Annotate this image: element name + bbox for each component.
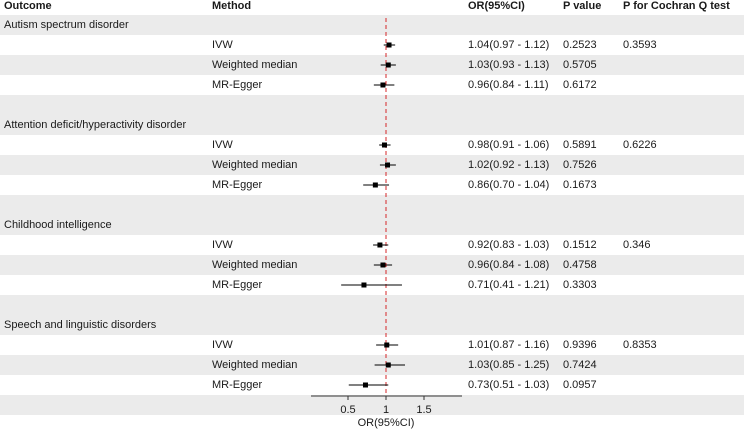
spacer-band — [0, 95, 744, 115]
point-estimate — [361, 282, 367, 288]
point-estimate — [362, 382, 368, 388]
method-label: MR-Egger — [212, 279, 263, 291]
cochran-q-p-value: 0.3593 — [623, 39, 657, 51]
point-estimate — [384, 342, 390, 348]
group-band — [0, 15, 744, 35]
p-value: 0.6172 — [563, 79, 597, 91]
spacer-band — [0, 295, 744, 315]
cochran-q-p-value: 0.8353 — [623, 339, 657, 351]
row-band — [0, 355, 744, 375]
point-estimate — [386, 42, 392, 48]
method-label: Weighted median — [212, 359, 298, 371]
row-band — [0, 255, 744, 275]
or-ci-value: 0.86(0.70 - 1.04) — [468, 179, 550, 191]
group-band — [0, 115, 744, 135]
p-value: 0.3303 — [563, 279, 597, 291]
p-value: 0.1512 — [563, 239, 597, 251]
group-band — [0, 315, 744, 335]
x-tick-label: 0.5 — [340, 404, 355, 416]
or-ci-value: 1.03(0.93 - 1.13) — [468, 59, 550, 71]
method-label: IVW — [212, 39, 233, 51]
row-band — [0, 155, 744, 175]
point-estimate — [385, 62, 391, 68]
row-band — [0, 55, 744, 75]
p-value: 0.5891 — [563, 139, 597, 151]
method-label: Weighted median — [212, 159, 298, 171]
p-value: 0.0957 — [563, 379, 597, 391]
x-tick-label: 1 — [383, 404, 389, 416]
p-value: 0.9396 — [563, 339, 597, 351]
or-ci-value: 0.92(0.83 - 1.03) — [468, 239, 550, 251]
method-label: IVW — [212, 339, 233, 351]
p-value: 0.1673 — [563, 179, 597, 191]
point-estimate — [385, 162, 391, 168]
cochran-q-p-value: 0.346 — [623, 239, 651, 251]
outcome-label: Speech and linguistic disorders — [4, 319, 157, 331]
outcome-label: Childhood intelligence — [4, 219, 112, 231]
header-or: OR(95%CI) — [468, 0, 525, 12]
cochran-q-p-value: 0.6226 — [623, 139, 657, 151]
outcome-label: Attention deficit/hyperactivity disorder — [4, 119, 187, 131]
x-axis-label: OR(95%CI) — [358, 417, 415, 429]
point-estimate — [381, 142, 387, 148]
or-ci-value: 0.73(0.51 - 1.03) — [468, 379, 550, 391]
or-ci-value: 1.03(0.85 - 1.25) — [468, 359, 550, 371]
spacer-band — [0, 395, 744, 415]
or-ci-value: 1.04(0.97 - 1.12) — [468, 39, 550, 51]
or-ci-value: 0.96(0.84 - 1.11) — [468, 79, 549, 91]
method-label: MR-Egger — [212, 179, 263, 191]
or-ci-value: 1.02(0.92 - 1.13) — [468, 159, 550, 171]
outcome-label: Autism spectrum disorder — [4, 19, 129, 31]
point-estimate — [377, 242, 383, 248]
point-estimate — [372, 182, 378, 188]
header-cochran-q: P for Cochran Q test — [623, 0, 730, 12]
method-label: Weighted median — [212, 259, 298, 271]
header-p-value: P value — [563, 0, 602, 12]
p-value: 0.7526 — [563, 159, 597, 171]
p-value: 0.2523 — [563, 39, 597, 51]
x-tick-label: 1.5 — [416, 404, 431, 416]
group-band — [0, 215, 744, 235]
or-ci-value: 0.98(0.91 - 1.06) — [468, 139, 550, 151]
or-ci-value: 0.71(0.41 - 1.21) — [468, 279, 550, 291]
method-label: MR-Egger — [212, 379, 263, 391]
p-value: 0.5705 — [563, 59, 597, 71]
method-label: IVW — [212, 139, 233, 151]
or-ci-value: 0.96(0.84 - 1.08) — [468, 259, 550, 271]
point-estimate — [380, 82, 386, 88]
header-outcome: Outcome — [4, 0, 52, 12]
method-label: Weighted median — [212, 59, 298, 71]
point-estimate — [385, 362, 391, 368]
header-method: Method — [212, 0, 252, 12]
spacer-band — [0, 195, 744, 215]
or-ci-value: 1.01(0.87 - 1.16) — [468, 339, 550, 351]
point-estimate — [380, 262, 386, 268]
p-value: 0.7424 — [563, 359, 597, 371]
p-value: 0.4758 — [563, 259, 597, 271]
method-label: MR-Egger — [212, 79, 263, 91]
method-label: IVW — [212, 239, 233, 251]
